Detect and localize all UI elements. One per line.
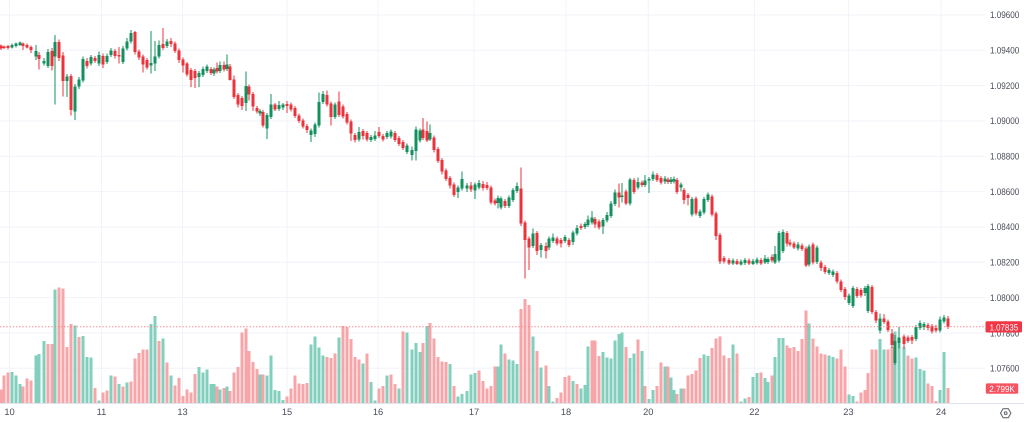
svg-text:2.799K: 2.799K <box>989 384 1015 394</box>
svg-text:17: 17 <box>469 407 479 417</box>
svg-text:13: 13 <box>177 407 187 417</box>
svg-text:16: 16 <box>373 407 383 417</box>
svg-text:1.09000: 1.09000 <box>990 116 1019 127</box>
svg-text:10: 10 <box>4 407 14 417</box>
svg-text:18: 18 <box>561 407 571 417</box>
svg-text:22: 22 <box>749 407 759 417</box>
svg-text:1.07600: 1.07600 <box>990 364 1019 375</box>
svg-text:11: 11 <box>97 407 107 417</box>
svg-text:1.09200: 1.09200 <box>990 81 1019 92</box>
svg-text:1.09600: 1.09600 <box>990 10 1019 21</box>
svg-text:24: 24 <box>936 407 946 417</box>
svg-text:20: 20 <box>643 407 653 417</box>
svg-text:1.08000: 1.08000 <box>990 293 1019 304</box>
svg-text:1.08200: 1.08200 <box>990 258 1019 269</box>
svg-text:1.09400: 1.09400 <box>990 46 1019 57</box>
svg-text:1.07800: 1.07800 <box>990 328 1019 339</box>
svg-text:1.07835: 1.07835 <box>990 323 1019 333</box>
svg-text:23: 23 <box>843 407 853 417</box>
svg-text:1.08800: 1.08800 <box>990 152 1019 163</box>
svg-text:1.08600: 1.08600 <box>990 187 1019 198</box>
svg-text:15: 15 <box>282 407 292 417</box>
svg-text:1.08400: 1.08400 <box>990 222 1019 233</box>
